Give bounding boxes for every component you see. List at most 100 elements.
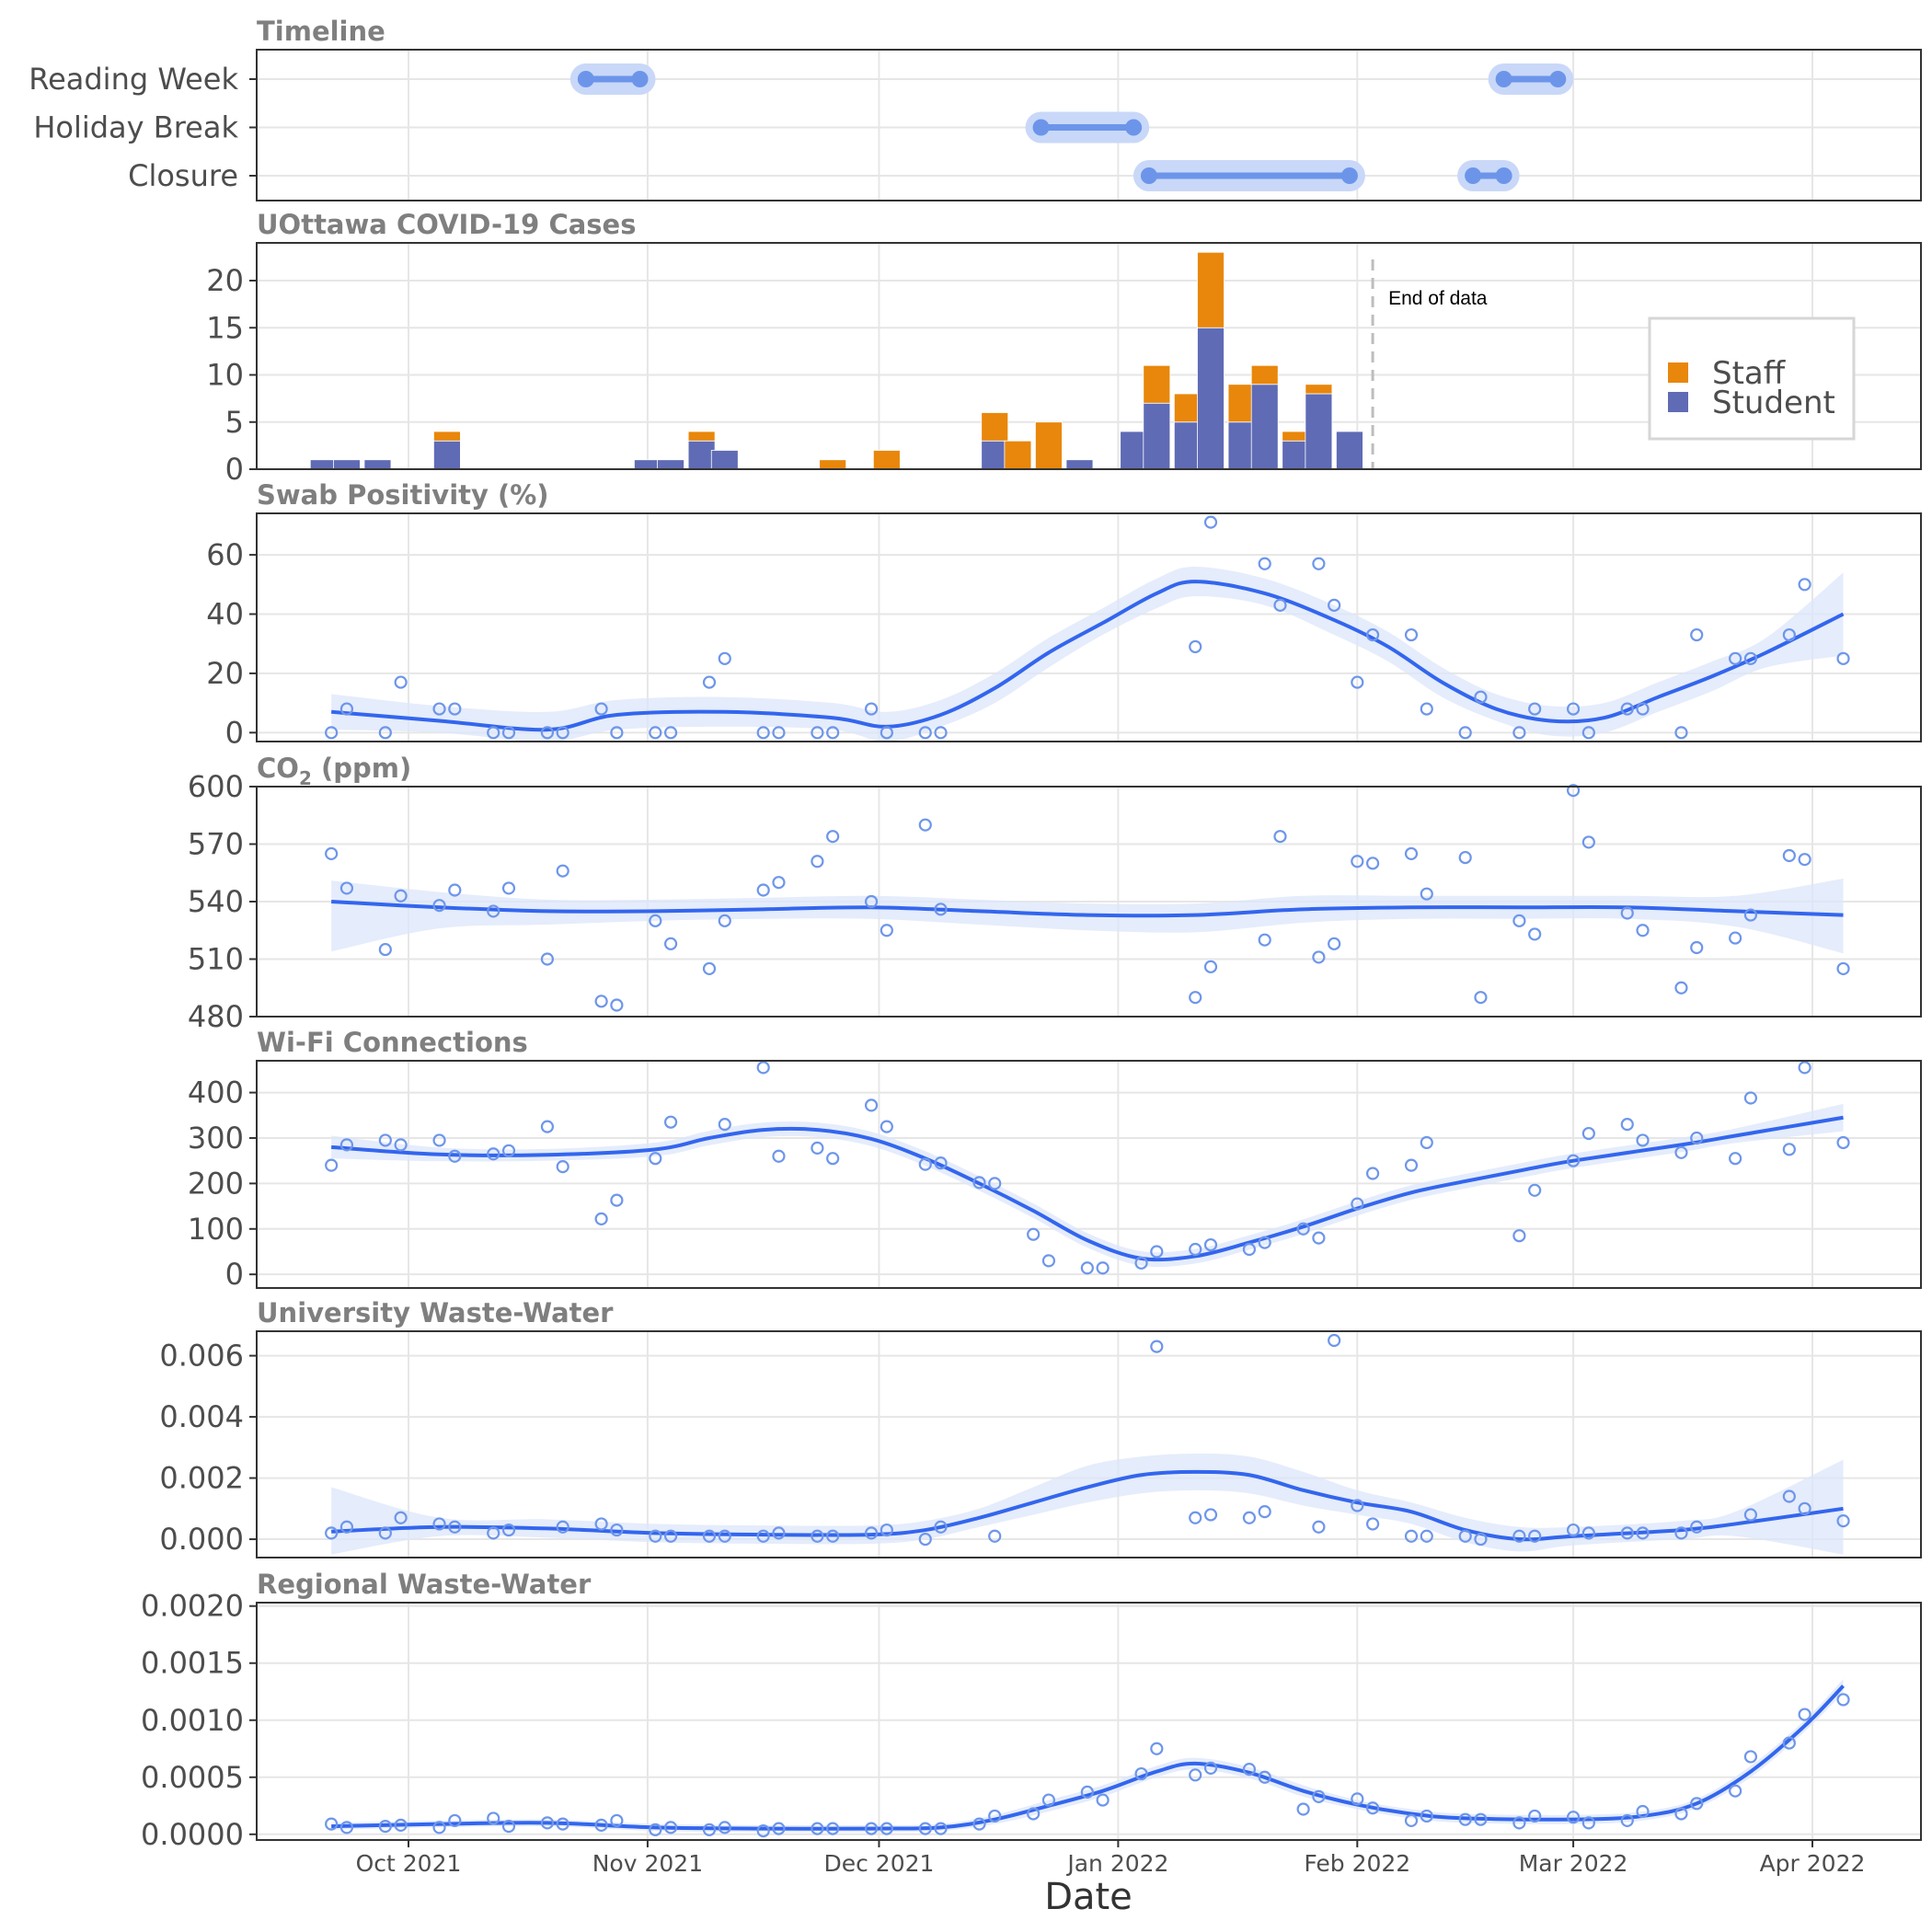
data-point — [1258, 1236, 1271, 1249]
data-point — [540, 1816, 555, 1830]
title-part: CO — [257, 753, 299, 784]
bar-student — [1227, 421, 1256, 470]
timeline-end-point — [1125, 119, 1143, 136]
data-point — [394, 1511, 408, 1524]
data-point — [1512, 1229, 1526, 1243]
data-point — [702, 961, 717, 976]
data-point — [1150, 1245, 1164, 1259]
data-point — [1189, 639, 1202, 654]
data-point — [1150, 1742, 1164, 1755]
data-point — [934, 1822, 948, 1835]
data-point — [501, 881, 516, 895]
data-point — [1566, 1811, 1581, 1824]
data-point — [1636, 1804, 1650, 1819]
panel-title: Swab Positivity (%) — [257, 479, 549, 511]
data-point — [1258, 557, 1271, 570]
data-point — [1798, 1501, 1811, 1515]
data-point — [1782, 627, 1796, 642]
bar-staff — [433, 431, 461, 442]
panel-title: Regional Waste-Water — [257, 1569, 592, 1600]
data-point — [1312, 557, 1326, 570]
data-point — [772, 726, 786, 740]
data-point — [540, 1120, 555, 1133]
data-point — [756, 1061, 770, 1075]
x-tick-label: Feb 2022 — [1304, 1850, 1410, 1877]
panel-wi-fi-connections: 0 100 200 300 400 Wi-Fi Connections — [188, 1027, 1922, 1292]
data-point — [1674, 1145, 1688, 1159]
data-point — [1365, 1801, 1380, 1815]
data-point — [1273, 830, 1287, 844]
y-tick-label: 20 — [206, 263, 244, 298]
data-point — [1328, 937, 1341, 950]
data-point — [1566, 784, 1581, 798]
data-point — [1242, 1511, 1257, 1524]
data-point — [1636, 1133, 1650, 1147]
data-point — [432, 702, 446, 716]
data-point — [1273, 598, 1287, 612]
bar-staff — [1227, 384, 1256, 423]
data-point — [1729, 651, 1742, 665]
data-point — [718, 1529, 731, 1543]
data-point — [1782, 848, 1796, 863]
data-point — [864, 894, 879, 909]
data-point — [394, 675, 408, 689]
bar-student — [1143, 402, 1171, 470]
legend-label-staff: Staff — [1712, 355, 1787, 392]
data-point — [826, 1529, 840, 1543]
panel-border — [256, 1330, 1922, 1558]
data-point — [1027, 1227, 1041, 1241]
data-point — [1620, 1813, 1634, 1828]
data-point — [1636, 702, 1650, 716]
y-tick-label: 0.0015 — [141, 1646, 244, 1681]
data-point — [988, 1529, 1002, 1543]
y-tick-label: 510 — [188, 942, 244, 977]
data-point — [432, 1133, 446, 1147]
data-point — [325, 1817, 339, 1831]
data-point — [1528, 927, 1542, 941]
timeline-start-point — [1465, 167, 1482, 184]
data-point — [972, 1817, 986, 1831]
data-point — [610, 1523, 624, 1537]
data-point — [918, 818, 932, 832]
data-point — [772, 876, 786, 890]
data-point — [432, 1821, 446, 1834]
bar-staff — [1173, 393, 1202, 423]
data-point — [1636, 1526, 1650, 1540]
data-point — [880, 1523, 893, 1537]
bar-staff — [1305, 384, 1333, 395]
bar-staff — [819, 459, 847, 470]
x-tick-label: Oct 2021 — [356, 1850, 462, 1877]
x-tick-label: Dec 2021 — [823, 1850, 934, 1877]
data-point — [649, 726, 662, 740]
data-point — [487, 1526, 500, 1540]
y-tick-label: 100 — [188, 1212, 244, 1247]
bar-staff — [1197, 251, 1225, 328]
data-point — [663, 726, 678, 740]
data-point — [1189, 1768, 1202, 1782]
data-point — [1404, 846, 1419, 861]
data-point — [649, 914, 662, 927]
data-point — [1258, 1505, 1271, 1519]
data-point — [1458, 1812, 1472, 1826]
data-point — [649, 1823, 662, 1836]
data-point — [378, 1820, 392, 1834]
panel-title: CO2 (ppm) — [257, 753, 411, 789]
data-point — [702, 675, 717, 689]
data-point — [772, 1149, 786, 1163]
data-point — [1581, 835, 1595, 849]
data-point — [1836, 961, 1850, 976]
data-point — [1404, 627, 1419, 642]
data-point — [448, 1149, 462, 1163]
y-tick-label: 0.002 — [159, 1461, 244, 1496]
timeline-category-label: Closure — [128, 158, 238, 193]
data-point — [1041, 1793, 1056, 1807]
data-point — [811, 1822, 824, 1835]
data-point — [1365, 857, 1380, 870]
data-point — [501, 1820, 516, 1834]
data-point — [448, 1813, 462, 1828]
data-point — [1620, 906, 1634, 920]
data-point — [1312, 950, 1326, 964]
data-point — [1365, 1517, 1380, 1531]
data-point — [1203, 960, 1218, 973]
